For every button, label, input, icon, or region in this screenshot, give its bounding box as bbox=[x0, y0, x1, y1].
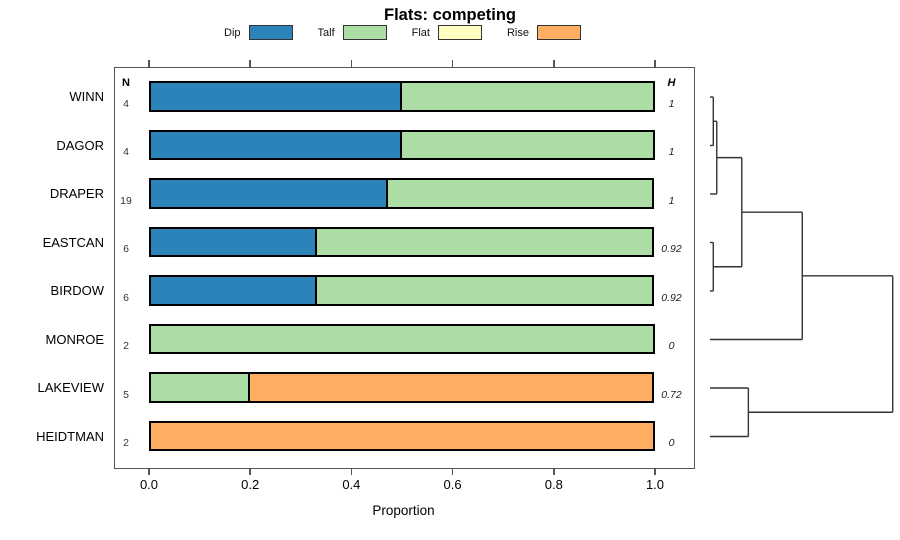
legend-label: Flat bbox=[411, 26, 430, 39]
legend-item-talf: Talf bbox=[318, 25, 387, 40]
n-value: 2 bbox=[123, 340, 129, 353]
x-axis-tick-bottom bbox=[350, 468, 353, 475]
row-label-heidtman: HEIDTMAN bbox=[36, 428, 104, 444]
stacked-bar-winn bbox=[148, 81, 655, 112]
x-axis-tick-bottom bbox=[451, 468, 454, 475]
row-label-dagor: DAGOR bbox=[56, 137, 104, 153]
n-value: 5 bbox=[123, 388, 129, 401]
row-label-eastcan: EASTCAN bbox=[42, 234, 104, 250]
bar-segment-talf bbox=[315, 275, 655, 306]
stacked-bar-heidtman bbox=[148, 420, 655, 452]
x-axis-tick-bottom bbox=[654, 468, 656, 475]
x-axis-tick-bottom bbox=[249, 468, 251, 475]
x-axis-tick-bottom bbox=[553, 468, 555, 475]
dendrogram bbox=[710, 96, 894, 438]
stacked-bar-eastcan bbox=[148, 226, 655, 258]
bar-segment-rise bbox=[148, 420, 655, 452]
stacked-bar-draper bbox=[148, 178, 655, 209]
x-axis-tick-top bbox=[654, 60, 656, 67]
stacked-bar-lakeview bbox=[148, 372, 655, 403]
row-label-birdow: BIRDOW bbox=[50, 283, 104, 298]
legend: Dip Talf Flat Rise bbox=[224, 25, 581, 40]
bar-segment-dip bbox=[148, 81, 402, 112]
x-axis-tick-top bbox=[451, 60, 454, 67]
n-value: 4 bbox=[123, 146, 129, 159]
n-column-header: N bbox=[122, 77, 130, 89]
x-axis-tick-label: 0.8 bbox=[544, 477, 563, 492]
x-axis-tick-label: 0.4 bbox=[342, 477, 361, 492]
stacked-bar-dagor bbox=[148, 129, 655, 161]
bar-segment-dip bbox=[148, 178, 389, 209]
bar-segment-talf bbox=[148, 323, 655, 355]
row-label-monroe: MONROE bbox=[45, 331, 105, 347]
row-label-draper: DRAPER bbox=[49, 186, 104, 201]
n-value: 2 bbox=[123, 437, 129, 450]
h-value: 0.92 bbox=[661, 291, 682, 304]
legend-item-flat: Flat bbox=[412, 25, 482, 40]
chart-title: Flats: competing bbox=[383, 6, 516, 24]
legend-label: Rise bbox=[506, 26, 529, 39]
x-axis-tick-top bbox=[148, 60, 150, 67]
x-axis-tick-label: 1.0 bbox=[645, 477, 665, 492]
h-value: 0 bbox=[668, 340, 675, 353]
legend-item-dip: Dip bbox=[224, 25, 293, 40]
x-axis-tick-top bbox=[249, 60, 251, 67]
bar-segment-talf bbox=[386, 178, 655, 209]
x-axis-tick-label: 0.0 bbox=[139, 477, 159, 492]
n-value: 4 bbox=[123, 97, 129, 110]
x-axis-tick-label: 0.6 bbox=[443, 477, 462, 492]
h-column-header: H bbox=[667, 77, 676, 89]
x-axis-tick-bottom bbox=[148, 468, 150, 475]
bar-segment-talf bbox=[399, 129, 655, 161]
legend-label: Dip bbox=[224, 26, 241, 39]
stacked-bar-monroe bbox=[148, 323, 655, 355]
n-value: 6 bbox=[123, 243, 129, 256]
h-value: 0.92 bbox=[661, 243, 682, 256]
h-value: 0 bbox=[668, 437, 675, 450]
bar-segment-talf bbox=[399, 81, 655, 112]
plot-area: N H 4 1 4 1 19 1 6 0.92 6 0.92 2 0 5 0.72 2 0 bbox=[114, 67, 695, 469]
row-label-lakeview: LAKEVIEW bbox=[37, 380, 104, 395]
n-value: 6 bbox=[123, 291, 129, 304]
h-value: 1 bbox=[668, 97, 675, 110]
h-value: 1 bbox=[668, 194, 675, 207]
legend-swatch-flat bbox=[437, 25, 482, 40]
bar-segment-talf bbox=[315, 226, 655, 258]
legend-swatch-dip bbox=[248, 25, 293, 40]
bar-segment-dip bbox=[148, 226, 318, 258]
bar-segment-dip bbox=[148, 129, 402, 161]
x-axis-title: Proportion bbox=[372, 503, 435, 518]
legend-swatch-rise bbox=[537, 25, 581, 40]
h-value: 1 bbox=[668, 146, 675, 159]
x-axis-tick-top bbox=[350, 60, 353, 67]
stacked-bar-birdow bbox=[148, 275, 655, 306]
legend-swatch-talf bbox=[342, 25, 387, 40]
h-value: 0.72 bbox=[661, 388, 682, 401]
legend-label: Talf bbox=[317, 26, 335, 39]
bar-segment-rise bbox=[247, 372, 655, 403]
x-axis-tick-top bbox=[553, 60, 555, 67]
n-value: 19 bbox=[120, 194, 132, 207]
bar-segment-dip bbox=[148, 275, 318, 306]
bar-segment-talf bbox=[148, 372, 250, 403]
row-label-winn: WINN bbox=[69, 89, 104, 104]
x-axis-tick-label: 0.2 bbox=[241, 477, 260, 492]
legend-item-rise: Rise bbox=[507, 25, 581, 40]
